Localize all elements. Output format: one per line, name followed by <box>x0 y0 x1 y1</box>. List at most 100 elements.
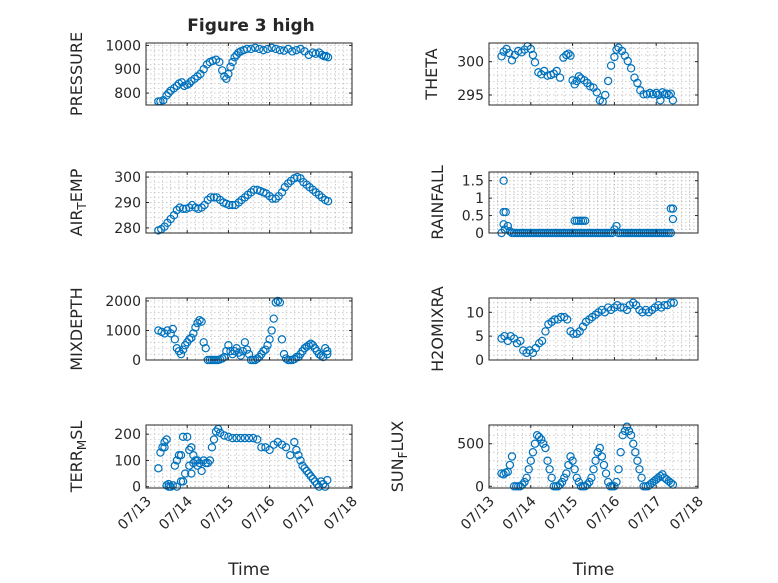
data-point <box>228 57 237 67</box>
data-point <box>263 341 272 350</box>
data-point <box>631 448 640 457</box>
data-point <box>187 333 196 343</box>
y-tick-label: 1 <box>475 191 484 207</box>
data-point <box>298 461 307 470</box>
data-point <box>316 351 326 360</box>
data-point <box>572 473 581 482</box>
data-point <box>240 338 250 347</box>
y-axis-label: PRESSURE <box>67 32 86 116</box>
y-tick-label: 2000 <box>105 294 141 310</box>
axes-box <box>488 42 699 106</box>
x-tick-label: 07/14 <box>156 493 196 533</box>
data-point <box>220 72 229 81</box>
data-point <box>189 450 198 460</box>
data-point <box>283 179 293 188</box>
data-point <box>244 349 254 359</box>
y-tick-label: 1.5 <box>462 174 484 190</box>
data-point <box>543 456 552 465</box>
data-point <box>587 473 596 482</box>
data-point <box>164 482 173 491</box>
x-axis-label: Time <box>227 560 270 580</box>
data-point <box>555 73 565 82</box>
data-point <box>240 433 250 443</box>
data-point <box>253 435 262 444</box>
data-point <box>215 428 225 438</box>
data-point <box>528 50 538 60</box>
data-point <box>566 452 575 461</box>
data-point <box>182 432 192 442</box>
data-point <box>178 345 188 354</box>
data-point <box>516 336 525 346</box>
data-point <box>610 482 619 491</box>
data-point <box>195 458 204 468</box>
x-tick-label: 07/14 <box>500 493 540 533</box>
data-point <box>516 482 525 491</box>
data-point <box>591 456 600 465</box>
data-point <box>271 298 280 307</box>
data-point <box>603 76 613 86</box>
data-point <box>172 482 182 491</box>
data-point <box>306 339 315 348</box>
x-tick-label: 07/17 <box>625 494 665 534</box>
data-point <box>189 329 198 338</box>
data-point <box>300 464 309 473</box>
data-point <box>562 469 571 478</box>
data-point <box>316 477 326 486</box>
data-point <box>290 437 299 447</box>
data-point <box>564 460 573 470</box>
data-point <box>234 198 243 207</box>
data-point <box>253 354 262 363</box>
data-point <box>622 422 632 431</box>
data-point <box>323 346 332 356</box>
data-point <box>574 72 584 81</box>
data-point <box>626 64 636 73</box>
data-point <box>273 296 283 306</box>
data-point <box>633 78 642 88</box>
y-axis-label: TERRMSL <box>67 421 89 494</box>
data-point <box>306 471 315 481</box>
data-point <box>267 43 276 52</box>
data-point <box>185 445 194 455</box>
data-point <box>205 456 215 465</box>
data-point <box>211 427 221 436</box>
data-point <box>616 448 625 457</box>
x-tick-label: 07/18 <box>667 494 707 534</box>
data-point <box>172 456 182 465</box>
data-point <box>189 458 198 468</box>
data-point <box>166 329 175 338</box>
data-point <box>242 345 252 354</box>
y-tick-label: 900 <box>114 62 141 78</box>
data-point <box>168 324 177 334</box>
data-point <box>271 44 280 54</box>
data-point <box>601 469 611 478</box>
data-point <box>275 298 285 307</box>
data-point <box>224 341 233 350</box>
data-point <box>294 450 303 460</box>
data-point <box>568 76 577 85</box>
panel-h2omixra: 0 5 10 H2OMIXRA <box>428 286 699 372</box>
data-point <box>560 473 569 482</box>
data-point <box>639 90 648 99</box>
data-point <box>580 216 590 225</box>
data-point <box>199 456 208 465</box>
data-point <box>281 354 291 363</box>
data-point <box>242 44 252 54</box>
x-tick-label: 07/16 <box>583 493 623 533</box>
y-tick-label: 0 <box>475 226 484 242</box>
data-point <box>206 193 215 202</box>
data-point <box>585 477 594 487</box>
data-point <box>528 448 538 457</box>
data-point <box>595 443 604 453</box>
data-point <box>207 443 217 452</box>
x-tick-label: 07/16 <box>239 493 279 533</box>
data-point <box>226 62 235 72</box>
data-point <box>267 326 276 335</box>
panel-mixdepth: 0 1000 2000 MIXDEPTH <box>67 287 353 371</box>
data-point <box>283 44 293 54</box>
data-point <box>249 185 259 194</box>
data-point <box>162 91 171 100</box>
data-point <box>248 433 258 443</box>
data-point <box>261 345 270 354</box>
data-point <box>310 477 320 486</box>
data-point <box>507 452 517 461</box>
